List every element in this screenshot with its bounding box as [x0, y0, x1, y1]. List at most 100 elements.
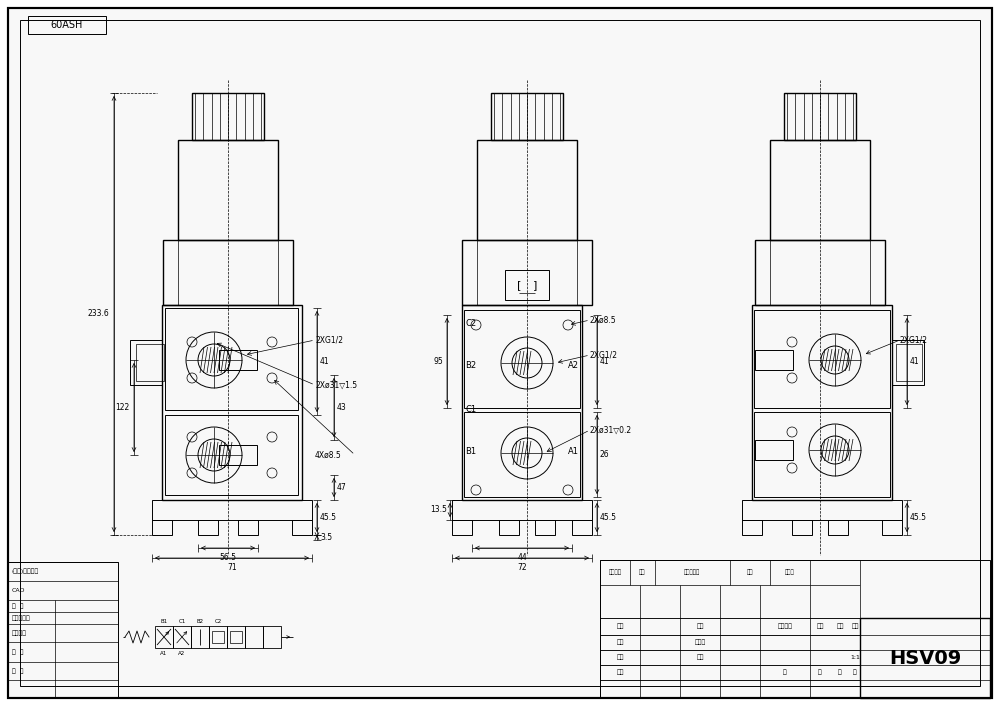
Text: C2: C2 — [465, 318, 477, 328]
Bar — [792, 520, 812, 535]
Bar — [755, 350, 793, 370]
Text: 47: 47 — [337, 483, 347, 492]
Text: 2XG1/2: 2XG1/2 — [590, 350, 618, 359]
Text: 年月日: 年月日 — [785, 569, 795, 575]
Bar — [464, 310, 580, 408]
Text: 张: 张 — [818, 670, 822, 676]
Bar — [230, 631, 242, 643]
Bar — [896, 344, 922, 381]
Text: 44: 44 — [517, 553, 527, 562]
Bar — [860, 618, 990, 698]
Bar — [28, 16, 106, 34]
Bar — [742, 500, 902, 520]
Bar — [754, 310, 890, 408]
Text: 日  期: 日 期 — [12, 668, 24, 674]
Text: 2Xø31▽0.2: 2Xø31▽0.2 — [590, 426, 632, 434]
Text: ]: ] — [533, 280, 537, 290]
Text: 122: 122 — [115, 403, 129, 412]
Bar — [828, 520, 848, 535]
Text: C1: C1 — [465, 405, 477, 414]
Text: 张: 张 — [853, 670, 857, 676]
Text: 72: 72 — [517, 563, 527, 572]
Bar — [600, 560, 990, 698]
Bar — [165, 308, 298, 410]
Bar — [462, 305, 582, 500]
Bar — [178, 240, 278, 305]
Bar — [770, 140, 870, 240]
Bar — [227, 626, 245, 648]
Text: 标记处数: 标记处数 — [608, 569, 622, 575]
Text: 2XG1/2: 2XG1/2 — [315, 335, 343, 345]
Bar — [755, 240, 885, 305]
Text: 标准化: 标准化 — [694, 640, 706, 645]
Bar — [452, 520, 472, 535]
Bar — [219, 445, 257, 465]
Bar — [178, 140, 278, 240]
Text: 71: 71 — [227, 563, 237, 572]
Text: 41: 41 — [320, 357, 330, 366]
Bar — [198, 520, 218, 535]
Text: 4Xø8.5: 4Xø8.5 — [315, 450, 342, 460]
Bar — [292, 520, 312, 535]
Text: 43: 43 — [337, 403, 347, 412]
Text: 工艺: 工艺 — [696, 623, 704, 629]
Text: 更改文件号: 更改文件号 — [684, 569, 700, 575]
Text: C2: C2 — [214, 619, 222, 624]
Bar — [462, 240, 592, 305]
Text: 校对: 校对 — [616, 654, 624, 660]
Bar — [192, 93, 264, 140]
Bar — [152, 520, 172, 535]
Text: (遗留)用件单位: (遗留)用件单位 — [12, 569, 39, 574]
Bar — [130, 340, 162, 385]
Text: 设计: 设计 — [616, 623, 624, 629]
Bar — [477, 140, 577, 240]
Text: 描  校: 描 校 — [12, 603, 24, 609]
Bar — [452, 500, 592, 520]
Text: 集准: 集准 — [696, 654, 704, 660]
Text: A1: A1 — [568, 448, 578, 457]
Text: 共: 共 — [783, 670, 787, 676]
Text: 45.5: 45.5 — [910, 513, 927, 522]
Bar — [505, 270, 549, 300]
Text: B1: B1 — [465, 448, 477, 457]
Bar — [752, 305, 892, 500]
Text: 签  字: 签 字 — [12, 650, 24, 654]
Bar — [754, 412, 890, 497]
Text: 41: 41 — [600, 357, 610, 366]
Text: B2: B2 — [196, 619, 204, 624]
Bar — [892, 340, 924, 385]
Bar — [212, 631, 224, 643]
Text: 95: 95 — [433, 357, 443, 366]
Bar — [165, 415, 298, 495]
Bar — [155, 626, 173, 648]
Bar — [136, 344, 164, 381]
Text: 旧底图总号: 旧底图总号 — [12, 615, 31, 621]
Text: A2: A2 — [568, 361, 578, 369]
Bar — [238, 520, 258, 535]
Bar — [882, 520, 902, 535]
Text: 2XG1/2: 2XG1/2 — [900, 335, 928, 345]
Bar — [499, 520, 519, 535]
Text: 56.5: 56.5 — [220, 553, 237, 562]
Bar — [572, 520, 592, 535]
Text: A1: A1 — [160, 651, 168, 656]
Text: 制图: 制图 — [616, 640, 624, 645]
Text: 2Xø8.5: 2Xø8.5 — [590, 316, 617, 325]
Bar — [464, 412, 580, 497]
Text: 签名: 签名 — [747, 569, 753, 575]
Text: 60ASH: 60ASH — [51, 20, 83, 30]
Bar — [152, 500, 312, 520]
Text: 2Xø31▽1.5: 2Xø31▽1.5 — [315, 381, 357, 390]
Text: 3.5: 3.5 — [320, 533, 332, 542]
Text: 阶段标记: 阶段标记 — [778, 623, 792, 629]
Text: 审核: 审核 — [616, 670, 624, 676]
Bar — [8, 562, 118, 698]
Bar — [491, 93, 563, 140]
Bar — [263, 626, 281, 648]
Bar — [245, 626, 263, 648]
Text: 分区: 分区 — [639, 569, 645, 575]
Text: 45.5: 45.5 — [600, 513, 617, 522]
Text: [: [ — [517, 280, 521, 290]
Text: 26: 26 — [600, 450, 610, 459]
Text: 233.6: 233.6 — [87, 309, 109, 318]
